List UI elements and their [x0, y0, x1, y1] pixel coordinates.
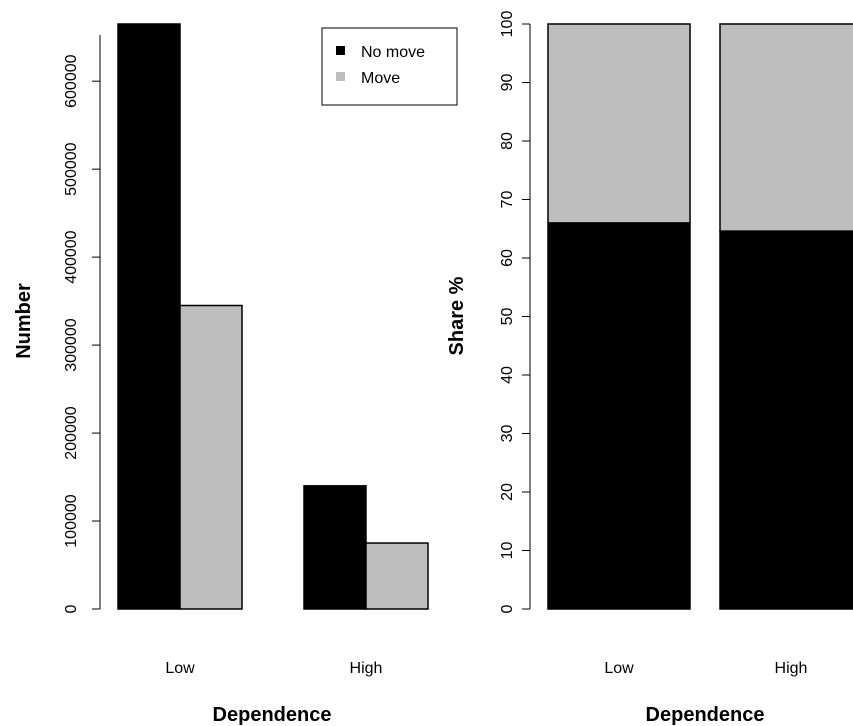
right-y-tick-label: 20	[499, 483, 516, 501]
legend-swatch-no-move	[336, 46, 345, 55]
right-y-tick-label: 10	[499, 542, 516, 560]
left-category-label: High	[350, 660, 383, 677]
stack-no-move-low	[547, 222, 691, 610]
right-x-axis-title: Dependence	[646, 704, 765, 726]
stack-move-high	[719, 23, 853, 232]
left-bars	[117, 23, 429, 610]
right-y-tick-label: 100	[499, 11, 516, 38]
right-bars	[547, 23, 853, 610]
right-category-label: Low	[604, 660, 634, 677]
left-category-label: Low	[165, 660, 195, 677]
bar-move-high	[365, 542, 429, 610]
left-category-labels: Low High	[165, 660, 382, 677]
right-category-labels: Low High	[604, 660, 807, 677]
legend-label-no-move: No move	[361, 44, 425, 61]
left-y-axis-title: Number	[13, 283, 35, 359]
right-category-label: High	[775, 660, 808, 677]
bar-no-move-high	[303, 485, 367, 610]
stack-move-low	[547, 23, 691, 224]
right-y-tick-label: 60	[499, 249, 516, 267]
share-bar-chart: 0 10 20 30 40 50 60 70 80 90 100 Low High Dependenc…	[446, 11, 853, 726]
legend-box	[321, 27, 458, 106]
right-y-tick-label: 50	[499, 308, 516, 326]
left-y-tick-label: 600000	[63, 54, 80, 107]
number-bar-chart: 0 100000 200000 300000 400000 500000 600000 Lo…	[13, 23, 458, 726]
stack-no-move-high	[719, 230, 853, 610]
left-y-tick-label: 100000	[63, 494, 80, 547]
right-y-axis-title: Share %	[446, 276, 468, 355]
legend-label-move: Move	[361, 70, 400, 87]
left-y-tick-label: 300000	[63, 318, 80, 371]
right-y-tick-label: 30	[499, 425, 516, 443]
left-y-tick-label: 400000	[63, 230, 80, 283]
right-y-tick-label: 40	[499, 366, 516, 384]
left-y-ticks: 0 100000 200000 300000 400000 500000 600000	[63, 54, 100, 613]
bar-move-low	[179, 304, 243, 610]
legend: No move Move	[321, 27, 458, 106]
left-y-axis: 0 100000 200000 300000 400000 500000 600000	[63, 35, 101, 613]
right-y-tick-label: 80	[499, 132, 516, 150]
left-y-tick-label: 200000	[63, 406, 80, 459]
left-x-axis-title: Dependence	[213, 704, 332, 726]
right-y-axis: 0 10 20 30 40 50 60 70 80 90 100	[499, 11, 531, 613]
right-y-tick-label: 70	[499, 191, 516, 209]
legend-swatch-move	[336, 72, 345, 81]
right-y-ticks: 0 10 20 30 40 50 60 70 80 90 100	[499, 11, 530, 613]
right-y-tick-label: 90	[499, 74, 516, 92]
left-y-tick-label: 0	[63, 604, 80, 613]
right-y-tick-label: 0	[499, 604, 516, 613]
left-y-tick-label: 500000	[63, 142, 80, 195]
bar-no-move-low	[117, 23, 181, 610]
